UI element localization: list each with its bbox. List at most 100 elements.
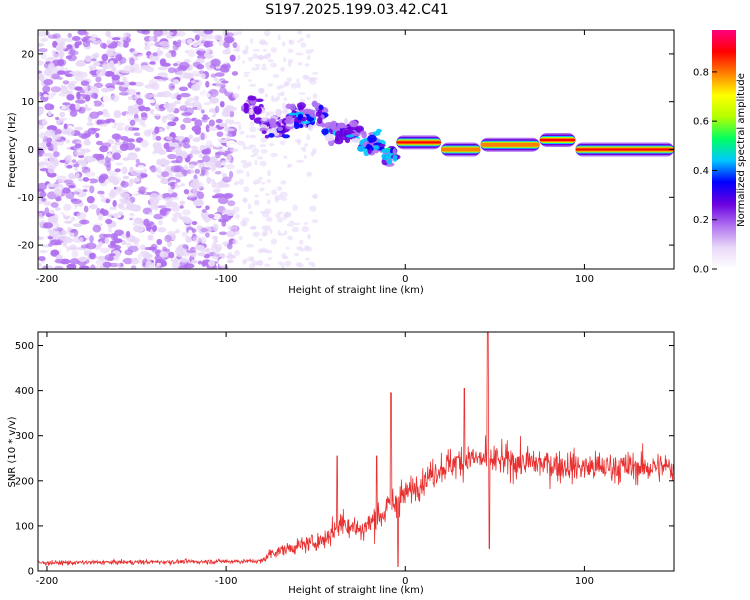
noise-blob xyxy=(83,139,91,146)
noise-blob xyxy=(159,251,169,258)
noise-blob xyxy=(91,73,98,78)
noise-blob xyxy=(200,227,208,233)
noise-blob xyxy=(202,114,208,118)
noise-blob xyxy=(204,168,210,177)
noise-blob xyxy=(176,39,182,45)
noise-blob xyxy=(38,256,46,262)
noise-blob-faint xyxy=(259,210,265,214)
noise-blob xyxy=(129,57,135,66)
noise-blob xyxy=(92,40,97,45)
noise-blob xyxy=(38,231,50,238)
tone-blob xyxy=(284,118,295,124)
noise-blob xyxy=(60,247,67,254)
colorbar-bar xyxy=(712,30,736,269)
tone-blob xyxy=(350,137,361,143)
noise-blob xyxy=(156,166,162,174)
noise-blob xyxy=(67,226,72,232)
noise-blob xyxy=(38,199,43,205)
noise-blob xyxy=(107,226,113,233)
noise-blob-faint xyxy=(265,216,273,222)
noise-blob-faint xyxy=(305,49,313,55)
noise-blob xyxy=(88,66,97,71)
y-tick-label: -20 xyxy=(18,241,34,252)
noise-blob-faint xyxy=(292,204,298,211)
noise-blob-faint xyxy=(259,160,267,167)
noise-blob xyxy=(186,38,193,44)
noise-blob xyxy=(133,132,141,137)
noise-blob xyxy=(59,159,67,163)
noise-blob xyxy=(92,100,103,107)
noise-blob xyxy=(148,246,157,251)
noise-blob-faint xyxy=(249,121,255,127)
noise-blob-faint xyxy=(249,134,257,139)
noise-blob-faint xyxy=(237,85,241,90)
noise-blob xyxy=(226,153,232,162)
noise-blob xyxy=(48,229,60,237)
noise-blob xyxy=(89,111,100,119)
noise-blob-faint xyxy=(282,214,288,220)
noise-blob xyxy=(129,178,135,185)
noise-blob xyxy=(47,34,58,39)
noise-blob xyxy=(226,128,235,132)
noise-blob xyxy=(56,210,66,214)
noise-blob-faint xyxy=(252,53,259,59)
noise-blob xyxy=(44,115,50,122)
noise-blob xyxy=(94,40,103,45)
noise-blob xyxy=(140,113,148,121)
tone-blob xyxy=(301,116,307,122)
noise-blob xyxy=(55,44,64,52)
y-tick-label: 400 xyxy=(15,386,34,397)
noise-blob xyxy=(109,122,114,127)
noise-blob xyxy=(87,178,99,184)
noise-blob xyxy=(115,54,123,61)
noise-blob xyxy=(194,119,203,128)
noise-blob-faint xyxy=(258,259,264,267)
noise-blob xyxy=(71,36,81,42)
colorbar-tick-label: 0.6 xyxy=(693,117,709,128)
noise-blob xyxy=(205,187,210,194)
noise-blob xyxy=(90,264,96,269)
noise-blob xyxy=(139,244,146,251)
tone-blob xyxy=(299,123,304,128)
noise-blob-faint xyxy=(309,205,317,212)
noise-blob xyxy=(167,67,176,74)
noise-blob-faint xyxy=(306,55,311,61)
x-tick-label: 100 xyxy=(575,274,594,285)
noise-blob xyxy=(205,232,210,238)
noise-blob xyxy=(149,61,156,65)
noise-blob xyxy=(93,62,101,67)
noise-blob xyxy=(221,60,228,66)
tone-blob xyxy=(317,116,323,124)
noise-blob xyxy=(180,257,189,263)
noise-blob xyxy=(97,213,104,221)
noise-blob xyxy=(117,203,125,209)
noise-blob xyxy=(48,155,58,164)
noise-blob-faint xyxy=(271,97,279,103)
noise-blob-faint xyxy=(313,193,318,200)
noise-blob-faint xyxy=(297,61,303,66)
noise-blob xyxy=(162,246,168,253)
noise-blob-faint xyxy=(307,233,311,240)
colorbar-tick-label: 0.0 xyxy=(693,265,709,276)
noise-blob xyxy=(111,37,121,41)
noise-blob xyxy=(102,95,112,103)
noise-blob xyxy=(176,178,181,184)
noise-blob-faint xyxy=(281,110,288,114)
noise-blob-faint xyxy=(280,180,287,185)
noise-blob xyxy=(114,168,121,173)
noise-blob xyxy=(148,211,153,216)
noise-blob xyxy=(185,235,192,243)
noise-blob-faint xyxy=(281,41,286,47)
noise-blob xyxy=(231,71,239,76)
noise-blob xyxy=(171,204,181,212)
noise-blob xyxy=(55,37,67,44)
noise-blob-faint xyxy=(287,58,294,64)
noise-blob-faint xyxy=(264,193,271,196)
noise-blob xyxy=(176,251,185,256)
noise-blob xyxy=(74,143,82,149)
noise-blob xyxy=(62,102,71,106)
noise-blob xyxy=(196,63,205,70)
noise-blob xyxy=(189,180,200,189)
noise-blob xyxy=(67,83,75,89)
noise-blob xyxy=(67,50,79,56)
